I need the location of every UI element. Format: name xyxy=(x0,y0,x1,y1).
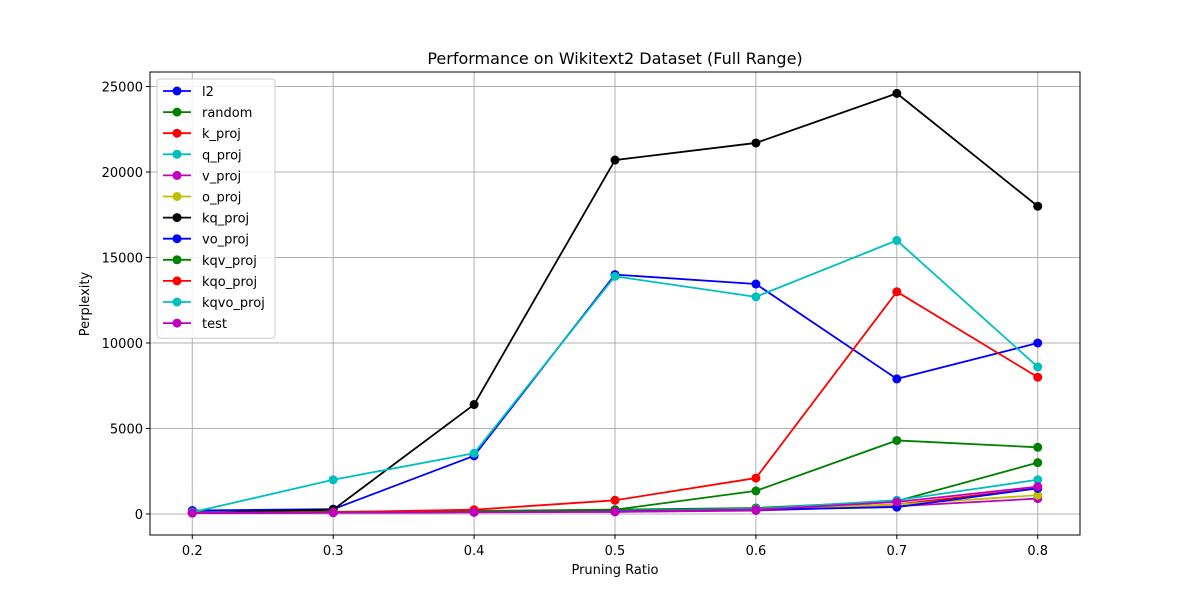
series-test xyxy=(187,482,1043,518)
data-point-test xyxy=(751,505,761,515)
legend-label-kqv_proj: kqv_proj xyxy=(202,254,257,269)
series-lines xyxy=(187,88,1043,518)
data-point-random xyxy=(1033,458,1043,468)
data-point-kqvo_proj xyxy=(469,448,479,458)
legend-swatch-marker xyxy=(172,297,182,307)
legend-label-random: random xyxy=(202,106,252,121)
legend-swatch-marker xyxy=(172,128,182,138)
legend-swatch-marker xyxy=(172,107,182,117)
legend-swatch-marker xyxy=(172,276,182,286)
legend-swatch-marker xyxy=(172,234,182,244)
axis-ticks: 0.2 0.3 0.4 0.5 0.6 0.7 0.8 0 5000 10000 15000 2000… xyxy=(102,81,1048,559)
legend: l2 random k_proj q_proj v_proj o_proj kq_projv… xyxy=(156,78,276,339)
y-tick-label: 0 xyxy=(135,508,143,523)
data-point-kqvo_proj xyxy=(751,292,761,302)
y-tick-label: 20000 xyxy=(102,166,143,181)
legend-swatch-marker xyxy=(172,149,182,159)
legend-swatch-marker xyxy=(172,318,182,328)
data-point-kqv_proj xyxy=(892,435,902,445)
data-point-kqo_proj xyxy=(751,473,761,483)
x-tick-label: 0.3 xyxy=(323,544,344,559)
data-point-kqo_proj xyxy=(610,495,620,505)
data-point-test xyxy=(892,497,902,507)
x-tick-label: 0.2 xyxy=(182,544,203,559)
y-tick-label: 25000 xyxy=(102,81,143,96)
x-tick-label: 0.4 xyxy=(464,544,485,559)
legend-swatch-marker xyxy=(172,255,182,265)
legend-label-l2: l2 xyxy=(202,85,214,100)
legend-label-v_proj: v_proj xyxy=(202,169,241,184)
data-point-test xyxy=(328,508,338,518)
data-point-o_proj xyxy=(1033,490,1043,500)
legend-swatch-marker xyxy=(172,86,182,96)
legend-label-vo_proj: vo_proj xyxy=(202,233,249,248)
data-point-kq_proj xyxy=(892,88,902,98)
grid xyxy=(150,72,1080,535)
data-point-kqo_proj xyxy=(1033,372,1043,382)
legend-swatch-marker xyxy=(172,213,182,223)
data-point-l2 xyxy=(892,374,902,384)
legend-label-test: test xyxy=(202,317,227,332)
data-point-test xyxy=(187,508,197,518)
legend-label-kq_proj: kq_proj xyxy=(202,212,249,227)
legend-label-q_proj: q_proj xyxy=(202,148,242,163)
legend-swatch-marker xyxy=(172,170,182,180)
x-tick-label: 0.6 xyxy=(746,544,767,559)
data-point-kqo_proj xyxy=(892,287,902,297)
data-point-l2 xyxy=(1033,338,1043,348)
data-point-test xyxy=(610,507,620,517)
data-point-kqv_proj xyxy=(751,486,761,496)
x-axis-label: Pruning Ratio xyxy=(571,563,658,578)
y-tick-label: 15000 xyxy=(102,252,143,267)
legend-label-k_proj: k_proj xyxy=(202,127,241,142)
legend-label-o_proj: o_proj xyxy=(202,191,241,206)
chart-title: Performance on Wikitext2 Dataset (Full R… xyxy=(427,49,802,68)
y-tick-label: 10000 xyxy=(102,337,143,352)
data-point-kqvo_proj xyxy=(1033,362,1043,372)
legend-label-kqo_proj: kqo_proj xyxy=(202,275,257,290)
data-point-l2 xyxy=(751,279,761,289)
data-point-kqv_proj xyxy=(1033,442,1043,452)
data-point-kqvo_proj xyxy=(892,235,902,245)
data-point-kq_proj xyxy=(469,400,479,410)
x-tick-label: 0.8 xyxy=(1027,544,1048,559)
data-point-kqvo_proj xyxy=(610,271,620,281)
legend-label-kqvo_proj: kqvo_proj xyxy=(202,296,265,311)
data-point-kqvo_proj xyxy=(328,475,338,485)
legend-swatch-marker xyxy=(172,192,182,201)
y-tick-label: 5000 xyxy=(110,422,143,437)
x-tick-label: 0.5 xyxy=(605,544,626,559)
data-point-kq_proj xyxy=(610,155,620,165)
y-axis-label: Perplexity xyxy=(78,271,93,336)
data-point-q_proj xyxy=(1033,475,1043,485)
data-point-kq_proj xyxy=(751,138,761,148)
x-tick-label: 0.7 xyxy=(886,544,907,559)
legend-box xyxy=(156,78,276,339)
data-point-kq_proj xyxy=(1033,201,1043,211)
data-point-test xyxy=(469,507,479,517)
data-point-test xyxy=(1033,482,1043,492)
